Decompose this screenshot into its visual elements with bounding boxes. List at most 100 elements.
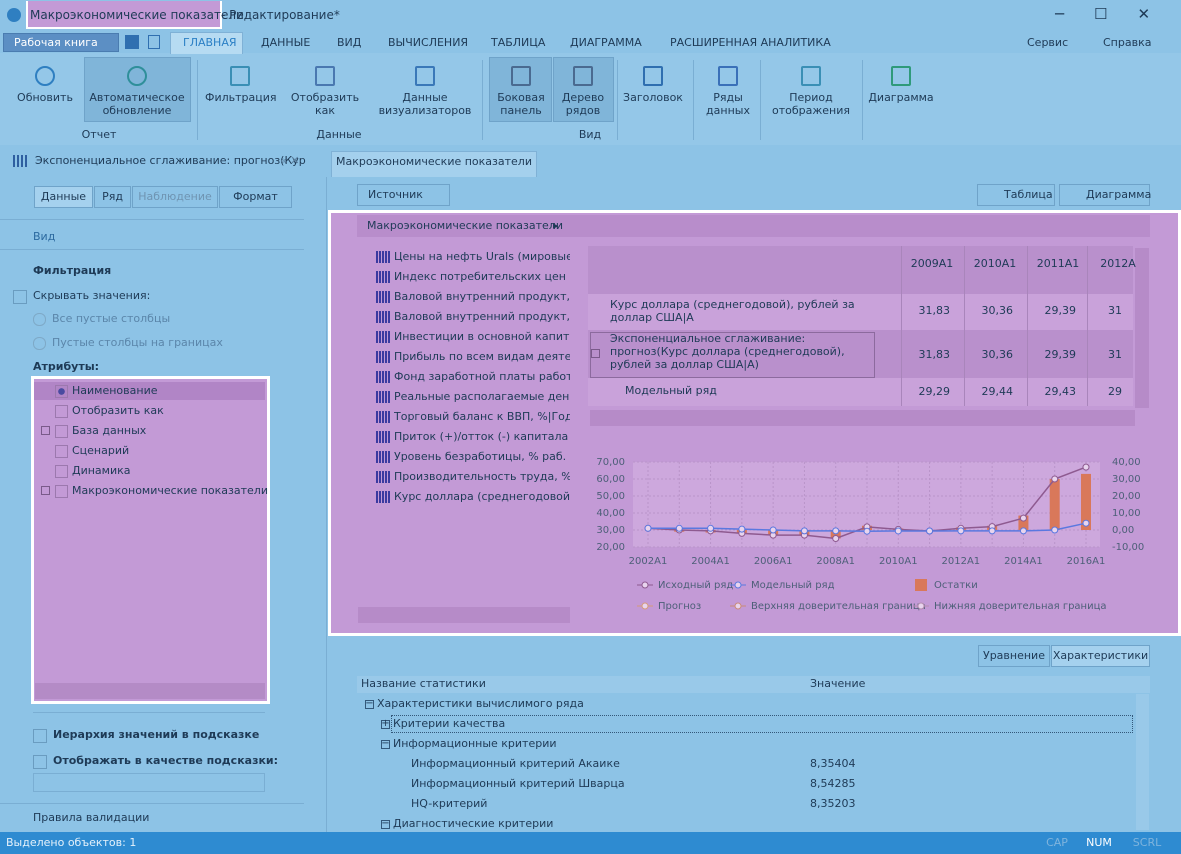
indicator[interactable]: Курс доллара (среднегодовой), ру: [394, 490, 570, 503]
row-name: Модельный ряд: [625, 384, 717, 397]
expander[interactable]: [381, 740, 390, 749]
ribbon-icon[interactable]: [643, 66, 663, 86]
expander[interactable]: [591, 349, 600, 358]
ribbon-button[interactable]: Боковая панель: [497, 91, 545, 117]
indicator[interactable]: Производительность труда, %|Го: [394, 470, 570, 483]
indicator[interactable]: Прибыль по всем видам деятель: [394, 350, 570, 363]
indicator[interactable]: Валовой внутренний продукт, Те: [394, 290, 570, 303]
table-btn[interactable]: [977, 184, 1055, 206]
checkbox[interactable]: [55, 405, 68, 418]
ribbon-tab[interactable]: РАСШИРЕННАЯ АНАЛИТИКА: [670, 36, 831, 49]
panel-tab-label[interactable]: Ряд: [102, 190, 123, 203]
ribbon-tab[interactable]: ДИАГРАММА: [570, 36, 642, 49]
panel-tab[interactable]: [219, 186, 292, 208]
save-icon[interactable]: [125, 35, 139, 49]
indicator[interactable]: Индекс потребительских цен в с: [394, 270, 570, 283]
checkbox[interactable]: [33, 755, 47, 769]
doc-tab-label[interactable]: Макроэкономические показатели: [336, 155, 532, 168]
y2-tick-label: -10,00: [1112, 542, 1144, 553]
indicator[interactable]: Цены на нефть Urals (мировые), д: [394, 250, 570, 263]
bar: [1049, 479, 1060, 530]
indicator[interactable]: Реальные располагаемые денеж: [394, 390, 570, 403]
ribbon-icon[interactable]: [35, 66, 55, 86]
stats-btn[interactable]: [978, 645, 1050, 667]
menu[interactable]: Сервис: [1027, 36, 1069, 49]
checkbox[interactable]: [55, 465, 68, 478]
panel-tab[interactable]: [34, 186, 93, 208]
ribbon-tab[interactable]: ГЛАВНАЯ: [183, 36, 237, 49]
ribbon-button[interactable]: Данные визуализаторов: [378, 91, 472, 117]
indicator[interactable]: Торговый баланс к ВВП, %|Годов: [394, 410, 570, 423]
panel-tab-label[interactable]: Формат: [233, 190, 278, 203]
checkbox[interactable]: [55, 385, 68, 398]
panel-tab[interactable]: [94, 186, 131, 208]
indicator[interactable]: Уровень безработицы, % раб. си: [394, 450, 570, 463]
ribbon-icon[interactable]: [127, 66, 147, 86]
table-btn-label[interactable]: Таблица: [1004, 188, 1053, 201]
ribbon-icon[interactable]: [230, 66, 250, 86]
ribbon-button[interactable]: Автоматическое обновление: [89, 91, 185, 117]
ribbon-tab[interactable]: ВИД: [337, 36, 362, 49]
checkbox[interactable]: [33, 729, 47, 743]
workbook-menu[interactable]: [3, 33, 119, 52]
stats-btn[interactable]: [1051, 645, 1150, 667]
indicator[interactable]: Приток (+)/отток (-) капитала к В: [394, 430, 570, 443]
workbook-label[interactable]: Рабочая книга: [14, 36, 98, 49]
series-icon: [376, 411, 391, 423]
ribbon-button[interactable]: Заголовок: [623, 91, 683, 104]
ribbon-tab[interactable]: ДАННЫЕ: [261, 36, 311, 49]
nav-arrows[interactable]: « ✕: [280, 154, 300, 167]
radio[interactable]: [33, 313, 46, 326]
doc-tab[interactable]: [331, 151, 537, 177]
panel-tab-label[interactable]: Данные: [40, 190, 87, 203]
indicator[interactable]: Валовой внутренний продукт, Ин: [394, 310, 570, 323]
active-tab[interactable]: [170, 32, 243, 54]
ribbon-icon[interactable]: [573, 66, 593, 86]
ribbon-icon[interactable]: [718, 66, 738, 86]
expander[interactable]: [41, 426, 50, 435]
radio[interactable]: [33, 337, 46, 350]
expander[interactable]: [41, 486, 50, 495]
ribbon-button[interactable]: Дерево рядов: [561, 91, 605, 117]
chart-btn[interactable]: [1059, 184, 1150, 206]
checkbox[interactable]: [55, 485, 68, 498]
ribbon-tab[interactable]: ВЫЧИСЛЕНИЯ: [388, 36, 469, 49]
ribbon-icon[interactable]: [801, 66, 821, 86]
source[interactable]: Источник: [368, 188, 423, 201]
window-controls[interactable]: ─☐✕: [1055, 5, 1181, 23]
stats-btn-label[interactable]: Характеристики: [1052, 649, 1149, 662]
stats-btn-label[interactable]: Уравнение: [983, 649, 1045, 662]
source-btn[interactable]: [357, 184, 450, 206]
ribbon-button[interactable]: Отобразить как: [290, 91, 360, 117]
col-line: [964, 246, 965, 406]
ribbon-icon[interactable]: [891, 66, 911, 86]
ribbon-button[interactable]: Фильтрация: [205, 91, 277, 104]
attribute: Сценарий: [72, 444, 130, 457]
chart-btn-label[interactable]: Диаграмма: [1086, 188, 1152, 201]
ribbon-icon[interactable]: [415, 66, 435, 86]
ribbon-button[interactable]: Период отображения: [771, 91, 850, 117]
menu[interactable]: Справка: [1103, 36, 1152, 49]
ribbon-button[interactable]: Обновить: [17, 91, 73, 104]
checkbox[interactable]: [55, 445, 68, 458]
section-title[interactable]: Вид: [33, 230, 56, 243]
ribbon-button[interactable]: Диаграмма: [868, 91, 934, 104]
expander[interactable]: [381, 820, 390, 829]
panel-tab[interactable]: [132, 186, 218, 208]
expander[interactable]: [365, 700, 374, 709]
checkbox[interactable]: [55, 425, 68, 438]
indicator[interactable]: Инвестиции в основной капитал: [394, 330, 570, 343]
ribbon-button[interactable]: Ряды данных: [706, 91, 750, 117]
panel-tab-label[interactable]: Наблюдение: [138, 190, 212, 203]
combo-box[interactable]: [33, 773, 265, 792]
checkbox[interactable]: [13, 290, 27, 304]
expander[interactable]: [381, 720, 390, 729]
status-indicator: NUM: [1086, 836, 1112, 849]
ribbon-icon[interactable]: [511, 66, 531, 86]
ribbon-icon[interactable]: [315, 66, 335, 86]
attribute: Динамика: [72, 464, 131, 477]
indicator[interactable]: Фонд заработной платы работни: [394, 370, 570, 383]
ribbon-tab[interactable]: ТАБЛИЦА: [491, 36, 546, 49]
preview-icon[interactable]: [148, 35, 160, 49]
